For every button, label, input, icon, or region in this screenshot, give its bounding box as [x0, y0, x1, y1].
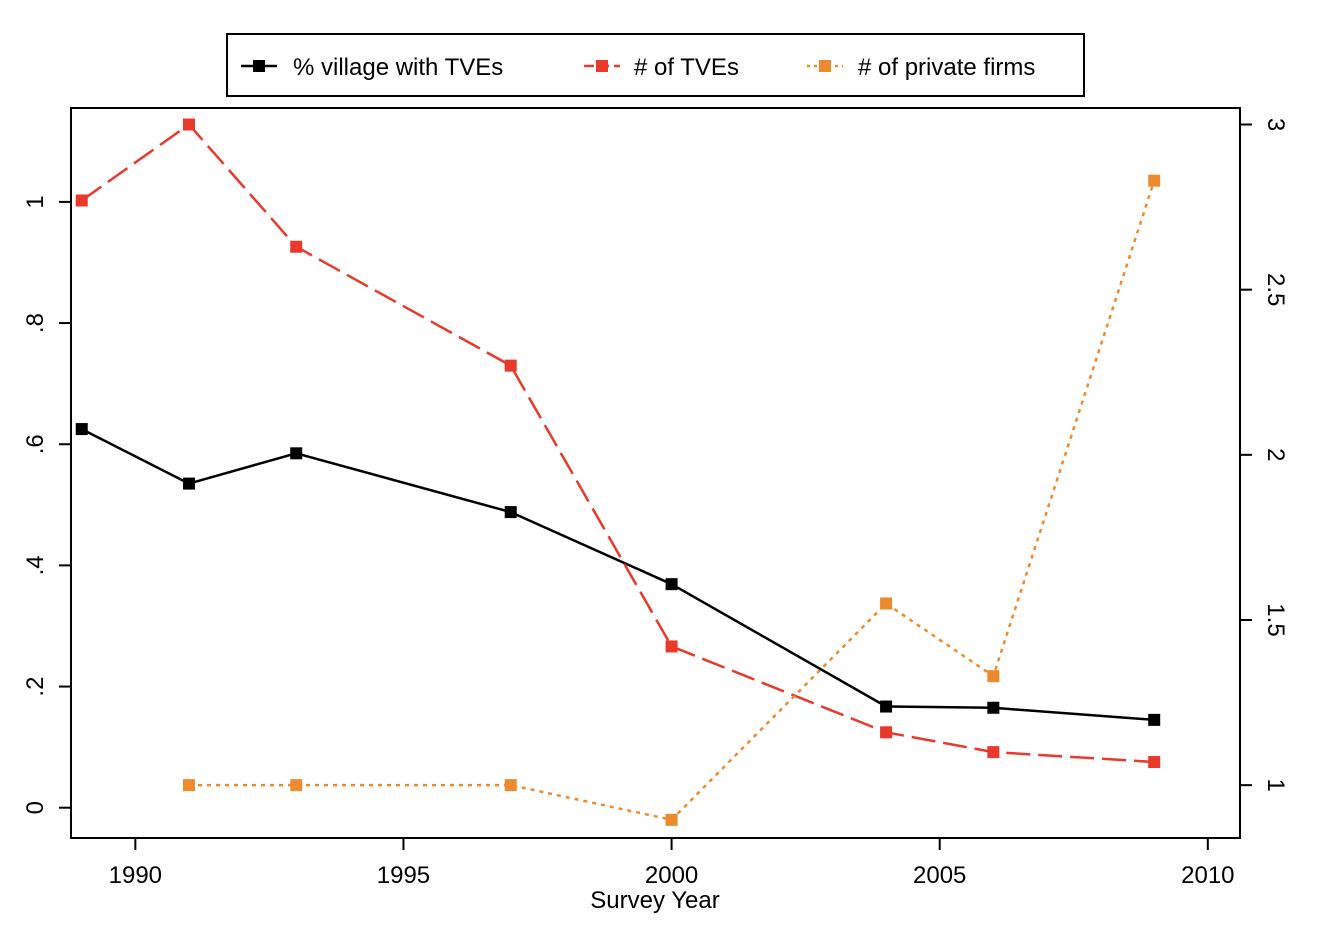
series-0-marker	[290, 447, 303, 460]
y-left-tick-label: .6	[22, 434, 49, 454]
series-line-0	[81, 427, 1155, 722]
legend-key-marker	[596, 60, 608, 72]
series-line-2	[189, 180, 1156, 822]
y-axis-right: 1 1.5 2 2.5 3	[1240, 118, 1289, 792]
y-left-tick-label: 1	[22, 195, 49, 208]
series-0-marker	[1148, 713, 1161, 726]
y-right-tick-label: 1	[1262, 778, 1289, 791]
x-tick-label: 1990	[109, 862, 162, 889]
legend-key-marker	[253, 60, 265, 72]
x-tick-label: 2010	[1181, 862, 1234, 889]
legend: % village with TVEs # of TVEs # of private…	[226, 33, 1085, 97]
y-right-tick-label: 2	[1262, 448, 1289, 461]
series-1-marker	[1148, 756, 1161, 769]
y-left-tick-label: .8	[22, 313, 49, 333]
series-2-marker	[182, 779, 195, 792]
series-layer	[75, 118, 1161, 826]
series-0-marker	[75, 423, 88, 436]
series-2-marker	[665, 813, 678, 826]
x-tick-label: 2000	[645, 862, 698, 889]
series-1-marker	[504, 359, 517, 372]
series-1-marker	[665, 640, 678, 653]
series-0-marker	[182, 477, 195, 490]
y-right-tick-label: 1.5	[1262, 603, 1289, 636]
legend-label: # of private firms	[858, 54, 1035, 81]
y-axis-left: 0 .2 .4 .6 .8 1	[22, 195, 71, 814]
x-axis-title: Survey Year	[590, 887, 719, 914]
plot-area-frame	[70, 107, 1241, 839]
series-0-marker	[880, 700, 893, 713]
y-right-tick-label: 2.5	[1262, 273, 1289, 306]
legend-label: # of TVEs	[634, 54, 739, 81]
series-0-marker	[665, 578, 678, 591]
y-left-tick-label: .2	[22, 677, 49, 697]
series-1-marker	[290, 240, 303, 253]
legend-label: % village with TVEs	[293, 54, 503, 81]
legend-key-marker	[819, 60, 831, 72]
series-2-marker	[880, 597, 893, 610]
series-2-marker	[987, 670, 1000, 683]
series-1-marker	[880, 726, 893, 739]
y-right-tick-label: 3	[1262, 118, 1289, 131]
legend-box	[226, 33, 1085, 97]
series-1-marker	[182, 118, 195, 131]
series-2-marker	[290, 779, 303, 792]
series-0-marker	[987, 701, 1000, 714]
series-1-marker	[75, 194, 88, 207]
series-2-marker	[504, 779, 517, 792]
x-tick-label: 2005	[913, 862, 966, 889]
series-0-marker	[504, 506, 517, 519]
series-1-marker	[987, 746, 1000, 759]
x-axis: 1990 1995 2000 2005 2010	[109, 838, 1235, 889]
y-left-tick-label: .4	[22, 555, 49, 575]
series-line-1	[80, 123, 1155, 764]
y-left-tick-label: 0	[22, 801, 49, 814]
series-2-marker	[1148, 174, 1161, 187]
x-tick-label: 1995	[377, 862, 430, 889]
